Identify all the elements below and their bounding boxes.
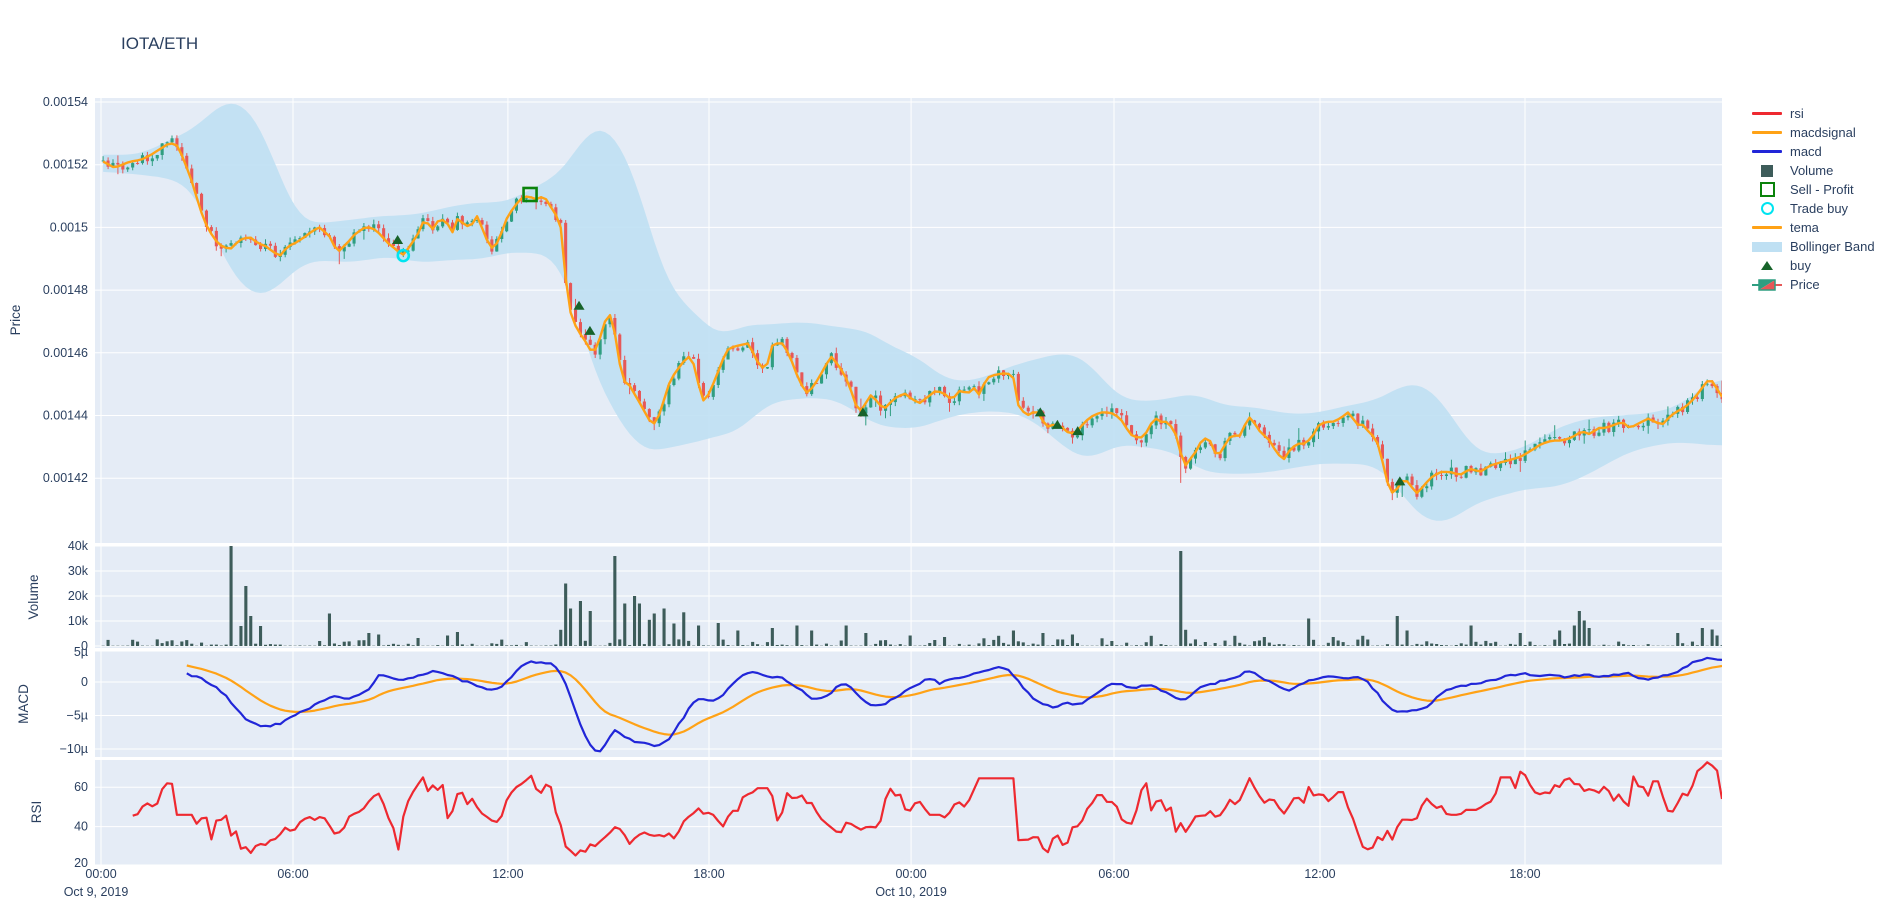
macdsignal-line (186, 664, 1722, 736)
x-tick-label: 06:00 (1098, 867, 1129, 881)
price-axis-title: Price (8, 305, 23, 336)
macd-tick-label: 5µ (74, 645, 88, 659)
legend-label: Sell - Profit (1790, 182, 1854, 197)
price-tick-label: 0.00148 (43, 283, 88, 297)
rsi-tick-label: 60 (74, 780, 88, 794)
chart-title: IOTA/ETH (121, 34, 199, 53)
legend-item-macd[interactable]: macd (1752, 142, 1875, 161)
bollinger-band-area (103, 103, 1722, 521)
legend-item-tema[interactable]: tema (1752, 218, 1875, 237)
macd-line (186, 656, 1722, 753)
buy-marker (1072, 426, 1084, 436)
x-tick-label: 12:00 (492, 867, 523, 881)
legend-label: tema (1790, 220, 1819, 235)
legend-label: Bollinger Band (1790, 239, 1875, 254)
buy-marker (573, 300, 585, 310)
trade-buy-marker (396, 248, 411, 263)
volume-tick-label: 10k (68, 614, 89, 628)
legend-label: Trade buy (1790, 201, 1849, 216)
legend-macdsignal-line-icon (1752, 131, 1782, 134)
legend-macd-line-icon (1752, 150, 1782, 153)
x-tick-label: 12:00 (1304, 867, 1335, 881)
price-tick-label: 0.00146 (43, 346, 88, 360)
price-tick-label: 0.00144 (43, 409, 88, 423)
legend-label: buy (1790, 258, 1811, 273)
volume-tick-label: 0 (81, 639, 88, 653)
buy-marker (1051, 419, 1063, 429)
volume-tick-label: 30k (68, 564, 89, 578)
volume-tick-label: 20k (68, 589, 89, 603)
buy-marker (857, 407, 869, 417)
legend-sell-profit-open-square-icon (1752, 182, 1782, 197)
rsi-tick-label: 20 (74, 856, 88, 870)
rsi-line (132, 761, 1722, 857)
macd-tick-label: −10µ (60, 742, 88, 756)
buy-marker (1034, 407, 1046, 417)
price-tick-label: 0.00152 (43, 158, 88, 172)
volume-tick-label: 40k (68, 539, 89, 553)
legend-label: macd (1790, 144, 1822, 159)
sell-profit-marker (522, 186, 538, 203)
rsi-pane-bg (95, 760, 1722, 865)
buy-marker (584, 325, 596, 335)
legend-label: Price (1790, 277, 1820, 292)
legend-item-trade-buy[interactable]: Trade buy (1752, 199, 1875, 218)
rsi-tick-label: 40 (74, 820, 88, 834)
volume-axis-title: Volume (26, 574, 41, 619)
x-tick-label: 18:00 (693, 867, 724, 881)
vol-pane-bg (95, 546, 1722, 648)
x-date-label: Oct 10, 2019 (875, 885, 947, 899)
x-tick-label: 00:00 (895, 867, 926, 881)
tema-line (102, 142, 1722, 495)
price-tick-label: 0.00154 (43, 95, 88, 109)
buy-marker (392, 234, 404, 244)
legend-item-bollinger-band[interactable]: Bollinger Band (1752, 237, 1875, 256)
x-date-label: Oct 9, 2019 (64, 885, 129, 899)
macd-tick-label: 0 (81, 675, 88, 689)
legend-rsi-line-icon (1752, 112, 1782, 115)
volume-bars (101, 546, 1722, 647)
legend-trade-buy-open-circle-icon (1752, 202, 1782, 215)
legend-buy-triangle-icon (1752, 261, 1782, 270)
legend: rsi macdsignal macd Volume Sell - Profit Trad… (1752, 104, 1875, 294)
macd-tick-label: −5µ (67, 709, 88, 723)
legend-item-rsi[interactable]: rsi (1752, 104, 1875, 123)
legend-item-volume[interactable]: Volume (1752, 161, 1875, 180)
x-tick-label: 06:00 (277, 867, 308, 881)
legend-bollinger-band-band-icon (1752, 241, 1782, 252)
rsi-axis-title: RSI (29, 801, 44, 824)
x-tick-label: 00:00 (85, 867, 116, 881)
price-tick-label: 0.0015 (50, 220, 88, 234)
legend-item-price[interactable]: Price (1752, 275, 1875, 294)
legend-tema-line-icon (1752, 226, 1782, 229)
legend-label: macdsignal (1790, 125, 1856, 140)
legend-price-candle-icon (1752, 278, 1782, 292)
trade-markers (392, 186, 1406, 486)
x-tick-label: 18:00 (1509, 867, 1540, 881)
legend-label: rsi (1790, 106, 1804, 121)
macd-axis-title: MACD (16, 684, 31, 724)
price-tick-label: 0.00142 (43, 471, 88, 485)
legend-label: Volume (1790, 163, 1834, 178)
legend-item-buy[interactable]: buy (1752, 256, 1875, 275)
macd-pane-bg (95, 651, 1722, 757)
legend-volume-square-icon (1752, 164, 1782, 177)
buy-marker (1394, 476, 1406, 486)
legend-item-sell-profit[interactable]: Sell - Profit (1752, 180, 1875, 199)
legend-item-macdsignal[interactable]: macdsignal (1752, 123, 1875, 142)
